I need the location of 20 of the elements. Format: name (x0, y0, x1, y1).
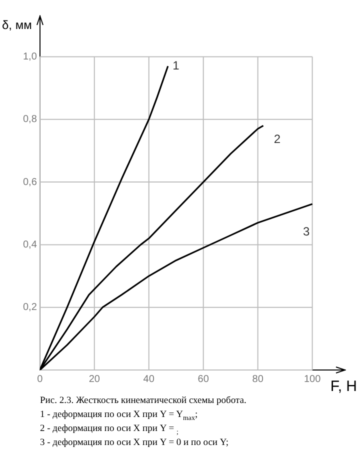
series-label: 3 (302, 224, 310, 238)
y-tick-label: 0,4 (22, 239, 38, 250)
series-label: 2 (274, 132, 281, 146)
text: 1 - деформация по оси X при Y = Y$_{max}$; (40, 409, 199, 422)
y-tick-label: 0,2 (22, 302, 38, 314)
x-tick-label: 40 (143, 374, 155, 385)
x-tick-label: 60 (198, 374, 210, 385)
y-tick-label: 0,8 (22, 114, 38, 126)
x-axis-title: F, H (330, 378, 357, 395)
text: 2 - деформация по оси X при Y = $_{;}$ (40, 423, 180, 436)
x-tick-label: 20 (88, 374, 100, 385)
y-tick-label: 1,0 (22, 51, 38, 62)
text: Рис. 2.3. Жесткость кинематической схемы робота. (40, 395, 246, 408)
text: 3 - деформация по оси X при Y = 0 и по оси Y; (40, 437, 230, 450)
x-tick-label: 100 (304, 374, 322, 385)
x-tick-label: 80 (252, 374, 264, 385)
y-axis-title: δ, мм (2, 18, 32, 32)
y-tick-label: 0,6 (22, 176, 38, 188)
series-label: 1 (172, 58, 180, 72)
x-tick-label: 0 (37, 374, 44, 385)
